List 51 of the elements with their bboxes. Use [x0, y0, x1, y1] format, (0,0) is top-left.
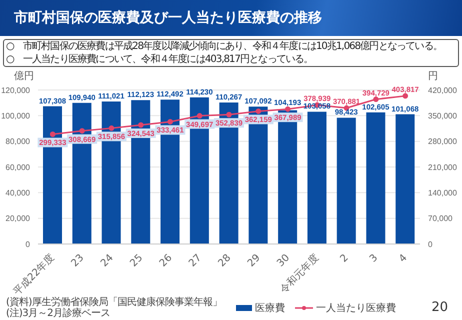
x-tick-label: 3	[368, 252, 380, 265]
y2-axis-title: 円	[428, 70, 438, 83]
y2-tick-label: 420,000	[428, 86, 458, 95]
bar	[307, 112, 326, 244]
y2-tick-label: 350,000	[428, 112, 458, 121]
y-tick-label: 60,000	[6, 162, 31, 172]
y2-tick-label: 140,000	[428, 188, 458, 198]
bar	[336, 118, 356, 244]
point	[138, 122, 144, 128]
x-tick-label: 28	[216, 252, 234, 270]
point	[285, 106, 291, 112]
text: 20	[431, 300, 448, 315]
y-axis-title: 億円	[14, 70, 34, 83]
y2-tick-label: 280,000	[428, 137, 458, 146]
y2-tick-label: 0	[428, 240, 433, 249]
point	[402, 93, 408, 99]
x-tick-label: 29	[246, 252, 263, 270]
y-tick-label: 40,000	[6, 188, 31, 198]
point	[167, 118, 173, 124]
x-tick-label: 25	[128, 252, 146, 270]
y-tick-label: 100,000	[1, 112, 31, 121]
x-tick-label: 23	[70, 252, 86, 270]
point	[50, 131, 56, 137]
x-tick-label: 4	[397, 252, 410, 265]
x-tick-label: 2	[338, 252, 351, 265]
legend-label: 医療費	[255, 302, 285, 315]
point	[373, 96, 379, 102]
point	[108, 125, 114, 131]
y-tick-label: 120,000	[1, 86, 31, 95]
y-tick-label: 20,000	[6, 214, 31, 224]
x-tick-label: 30	[275, 252, 292, 270]
x-tick-label: 平成22年度	[11, 252, 57, 298]
point	[79, 128, 85, 134]
point	[226, 112, 232, 118]
point	[256, 108, 262, 114]
bar	[396, 114, 415, 244]
y2-tick-label: 70,000	[428, 214, 454, 224]
text: (注)3月～2月診療ベース	[6, 308, 110, 319]
point	[196, 113, 202, 119]
text: (資料)厚生労働省保険局「国民健康保険事業年報」	[6, 297, 222, 308]
text: ○ 一人当たり医療費について、令和４年度には403,817円となっている。	[6, 54, 314, 66]
bar	[366, 112, 386, 244]
y2-tick-label: 210,000	[428, 162, 458, 172]
chart-title: 市町村国保の医療費及び一人当たり医療費の推移	[14, 9, 322, 27]
x-tick-label: 24	[98, 252, 116, 270]
x-tick-label: 27	[187, 252, 204, 270]
text: ○ 市町村国保の医療費は平成28年度以降減少傾向にあり、令和４年度には10兆1,068億円となっている。	[6, 41, 444, 54]
legend-label: 一人当たり医療費	[316, 302, 396, 315]
y-tick-label: 80,000	[6, 137, 31, 146]
x-tick-label: 26	[158, 252, 174, 270]
y-tick-label: 0	[26, 240, 31, 249]
